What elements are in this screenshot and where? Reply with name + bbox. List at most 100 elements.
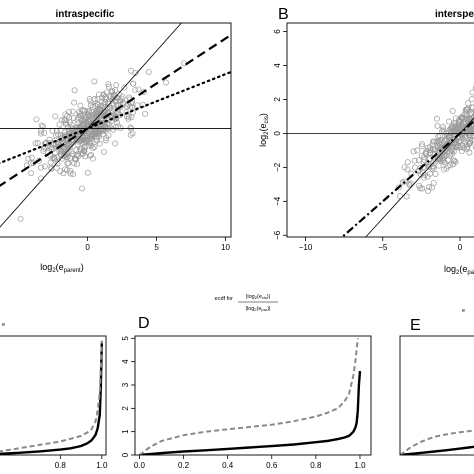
data-point: [82, 135, 89, 142]
panel-d-ylabel-fraction: |log2(ecis)| |log2(epar)|: [238, 294, 278, 312]
x-tick-label: 1.0: [354, 461, 366, 470]
data-point: [443, 165, 450, 172]
data-point: [33, 116, 40, 123]
data-point: [100, 148, 107, 155]
data-point: [440, 155, 447, 162]
data-point: [472, 112, 474, 117]
data-point: [419, 185, 426, 192]
plot-clip-group: [138, 338, 362, 455]
data-point: [80, 137, 87, 144]
panel-b-ylabel: log2(ecis): [258, 113, 270, 147]
data-point: [32, 140, 39, 147]
data-point: [117, 125, 124, 131]
data-point: [127, 124, 134, 131]
y-tick-label: 4: [121, 359, 130, 364]
data-point: [132, 70, 139, 77]
data-point: [64, 166, 71, 173]
data-point: [96, 131, 103, 138]
panel-e: E e: [399, 308, 474, 456]
data-point: [472, 144, 474, 150]
data-point: [130, 80, 137, 87]
panel-c-plot-area: 0.8 1.0: [0, 335, 108, 470]
y-tick-label: −6: [273, 230, 282, 240]
data-point: [426, 162, 433, 169]
data-point: [132, 87, 139, 94]
data-point: [50, 154, 57, 161]
y-tick-label: 4: [273, 63, 282, 68]
ecdf-line-solid-black: [400, 445, 474, 455]
data-point: [452, 115, 459, 122]
panel-b-xlabel: log2(eparent): [444, 264, 474, 276]
data-point: [432, 171, 439, 177]
data-point: [455, 137, 462, 144]
data-point: [105, 83, 112, 90]
data-point: [408, 180, 415, 187]
data-point: [427, 144, 433, 151]
data-point: [57, 168, 64, 175]
data-point: [67, 170, 74, 177]
data-point: [447, 128, 454, 135]
data-point: [92, 103, 99, 110]
plot-clip-group: [400, 429, 474, 455]
data-point: [38, 122, 45, 129]
data-point: [421, 154, 428, 161]
data-point: [102, 125, 109, 132]
ecdf-line-solid-black: [139, 370, 362, 455]
data-point: [469, 104, 474, 111]
data-point: [466, 131, 473, 138]
data-point: [434, 122, 441, 129]
fit-line-dashed: [0, 33, 231, 187]
x-tick-label: −5: [378, 243, 388, 252]
y-tick-label: 1: [121, 429, 130, 434]
data-point: [471, 128, 474, 134]
fit-line-solid: [0, 23, 182, 228]
data-point: [63, 154, 70, 161]
data-point: [70, 115, 77, 121]
data-point: [87, 102, 94, 109]
data-point: [449, 107, 456, 114]
data-point: [440, 166, 447, 173]
data-point: [34, 140, 41, 147]
data-point: [79, 106, 86, 113]
ecdf-line-dashed-gray: [138, 338, 359, 455]
y-tick-label: 3: [121, 382, 130, 387]
y-tick-label: 6: [273, 29, 282, 34]
data-point: [431, 146, 438, 153]
data-point: [127, 131, 134, 138]
data-point: [433, 115, 440, 122]
y-tick-label: 2: [121, 406, 130, 411]
panel-c-ylabel-fragment: e: [2, 322, 5, 328]
data-point: [82, 153, 89, 160]
plot-clip-group: [0, 23, 231, 228]
data-point: [422, 150, 429, 157]
panel-d-letter: D: [138, 315, 150, 332]
data-point: [434, 156, 441, 163]
data-point: [73, 152, 80, 159]
data-point: [71, 87, 78, 94]
data-point: [28, 154, 35, 161]
data-point: [457, 143, 464, 150]
data-point: [142, 110, 149, 117]
data-point: [87, 98, 94, 105]
data-point: [464, 111, 470, 118]
x-tick-label: −10: [299, 243, 313, 252]
panel-d-ylabel: ecdf for: [215, 296, 234, 302]
data-point: [401, 164, 408, 171]
data-point: [99, 119, 106, 126]
data-point: [76, 109, 83, 115]
data-point: [431, 138, 438, 145]
data-point: [447, 135, 454, 142]
data-point: [472, 127, 474, 134]
panel-a: intraspecific 0 5 10 log2(eparent): [0, 9, 232, 274]
data-point: [411, 157, 418, 164]
panel-b-letter: B: [278, 6, 289, 23]
data-point: [404, 166, 411, 173]
data-point: [109, 87, 116, 94]
data-point: [430, 146, 437, 153]
data-point: [111, 111, 118, 118]
data-point: [67, 154, 74, 161]
data-point: [429, 184, 435, 191]
panel-e-plot-area: [399, 335, 474, 456]
data-point: [52, 113, 59, 120]
